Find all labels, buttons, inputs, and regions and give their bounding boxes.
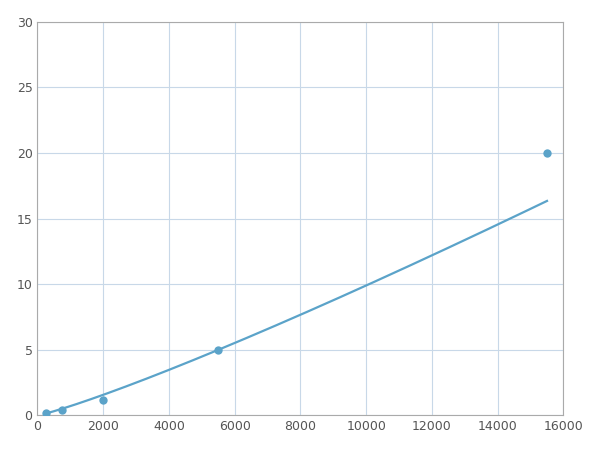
Point xyxy=(214,346,223,353)
Point xyxy=(98,396,108,403)
Point xyxy=(542,149,552,157)
Point xyxy=(41,409,50,416)
Point xyxy=(57,407,67,414)
